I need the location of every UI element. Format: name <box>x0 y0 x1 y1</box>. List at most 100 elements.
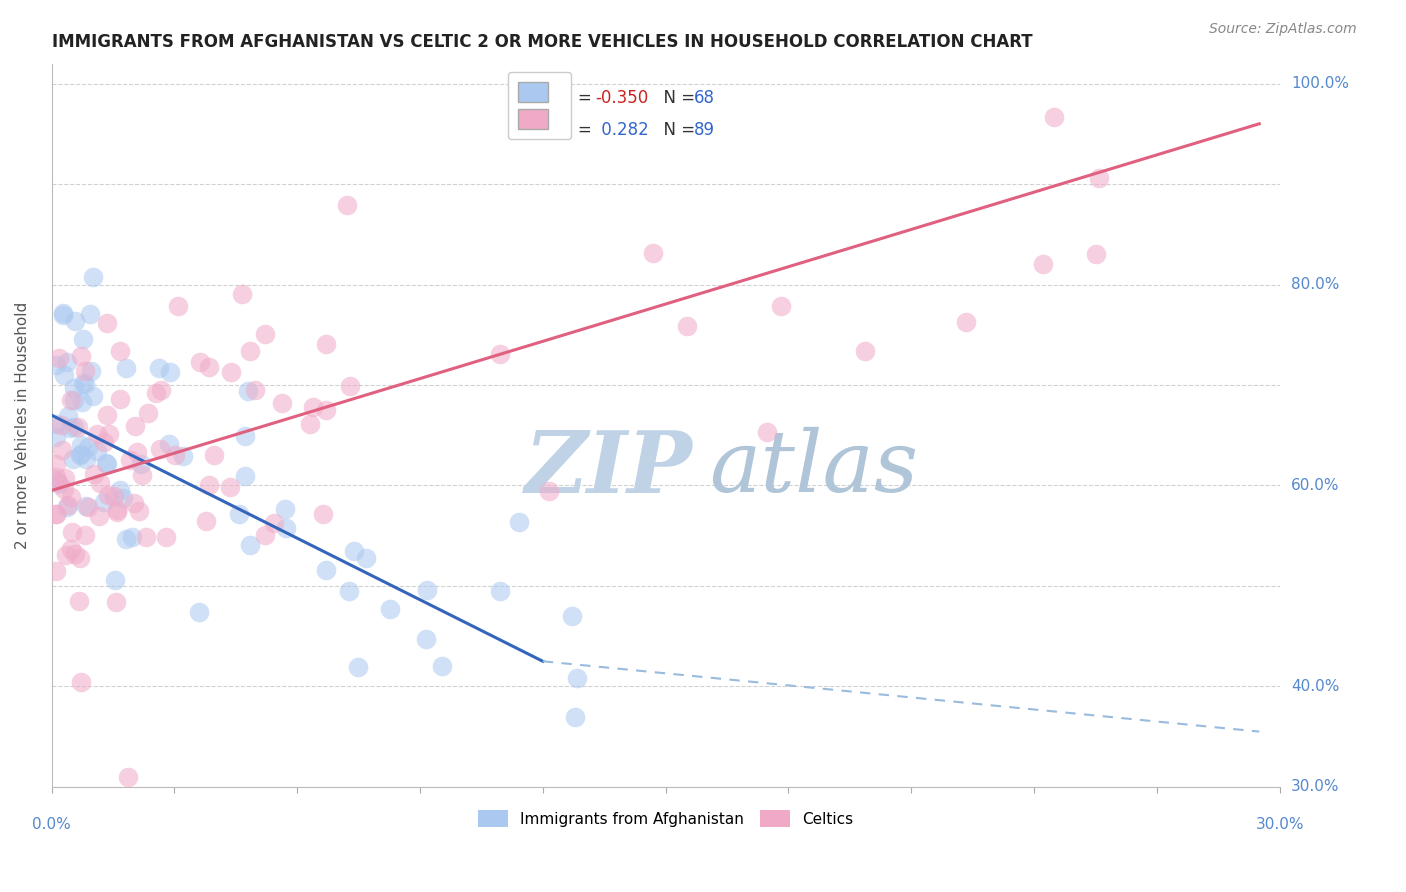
Point <box>60 524 83 539</box>
Point <box>45 417 67 431</box>
Point <box>159 365 181 379</box>
Text: 60.0%: 60.0% <box>1291 478 1340 493</box>
Point <box>197 477 219 491</box>
Point <box>1085 247 1108 261</box>
Text: 0.282: 0.282 <box>596 121 648 139</box>
Point <box>67 594 90 608</box>
Point <box>378 601 401 615</box>
Point <box>219 365 242 379</box>
Point <box>63 314 86 328</box>
Point <box>315 563 337 577</box>
Point <box>55 548 77 562</box>
Point <box>228 507 250 521</box>
Text: 89: 89 <box>695 121 714 139</box>
Point <box>336 198 359 212</box>
Point <box>70 447 93 461</box>
Point <box>52 308 75 322</box>
Point <box>96 409 118 423</box>
Point <box>70 437 93 451</box>
Point <box>96 457 118 471</box>
Point <box>63 381 86 395</box>
Point <box>75 451 97 466</box>
Point <box>62 451 84 466</box>
Point <box>70 395 93 409</box>
Point <box>274 521 297 535</box>
Point <box>48 476 70 491</box>
Point <box>63 392 86 407</box>
Point <box>45 564 67 578</box>
Legend: Immigrants from Afghanistan, Celtics: Immigrants from Afghanistan, Celtics <box>471 804 859 833</box>
Text: 40.0%: 40.0% <box>1291 679 1339 694</box>
Text: R =: R = <box>561 89 598 107</box>
Point <box>641 246 664 260</box>
Point <box>955 316 977 330</box>
Point <box>1088 170 1111 185</box>
Point <box>45 507 67 521</box>
Text: N =: N = <box>654 121 700 139</box>
Point <box>45 458 67 472</box>
Text: -0.350: -0.350 <box>596 89 648 107</box>
Text: 68: 68 <box>695 89 714 107</box>
Point <box>339 379 361 393</box>
Point <box>488 347 510 361</box>
Point <box>565 671 588 685</box>
Point <box>312 507 335 521</box>
Point <box>82 269 104 284</box>
Point <box>104 573 127 587</box>
Point <box>769 299 792 313</box>
Point <box>103 489 125 503</box>
Text: IMMIGRANTS FROM AFGHANISTAN VS CELTIC 2 OR MORE VEHICLES IN HOUSEHOLD CORRELATIO: IMMIGRANTS FROM AFGHANISTAN VS CELTIC 2 … <box>52 33 1032 51</box>
Point <box>432 659 454 673</box>
Point <box>112 491 135 505</box>
Point <box>69 349 91 363</box>
Point <box>98 426 121 441</box>
Point <box>274 501 297 516</box>
Point <box>188 355 211 369</box>
Text: Source: ZipAtlas.com: Source: ZipAtlas.com <box>1209 22 1357 37</box>
Point <box>145 385 167 400</box>
Point <box>155 530 177 544</box>
Point <box>105 505 128 519</box>
Point <box>93 495 115 509</box>
Text: 80.0%: 80.0% <box>1291 277 1339 292</box>
Point <box>45 473 67 487</box>
Point <box>108 343 131 358</box>
Point <box>194 515 217 529</box>
Point <box>60 542 83 557</box>
Point <box>58 409 80 423</box>
Point <box>131 467 153 482</box>
Point <box>187 606 209 620</box>
Point <box>315 337 337 351</box>
Point <box>239 344 262 359</box>
Point <box>108 483 131 497</box>
Text: R =: R = <box>561 121 598 139</box>
Text: 0.0%: 0.0% <box>32 817 70 832</box>
Point <box>561 608 583 623</box>
Point <box>70 675 93 690</box>
Point <box>254 528 277 542</box>
Point <box>243 384 266 398</box>
Point <box>73 377 96 392</box>
Point <box>63 547 86 561</box>
Point <box>172 450 194 464</box>
Point <box>73 364 96 378</box>
Point <box>72 376 94 391</box>
Point <box>489 583 512 598</box>
Point <box>56 355 79 369</box>
Point <box>79 364 101 378</box>
Point <box>45 359 67 373</box>
Point <box>77 440 100 454</box>
Point <box>75 528 97 542</box>
Point <box>115 532 138 546</box>
Point <box>52 483 75 497</box>
Text: atlas: atlas <box>709 427 918 510</box>
Point <box>75 499 97 513</box>
Point <box>45 507 67 521</box>
Point <box>302 401 325 415</box>
Point <box>1042 111 1064 125</box>
Point <box>45 469 67 483</box>
Point <box>124 418 146 433</box>
Point <box>254 326 277 341</box>
Point <box>218 480 240 494</box>
Point <box>52 306 75 320</box>
